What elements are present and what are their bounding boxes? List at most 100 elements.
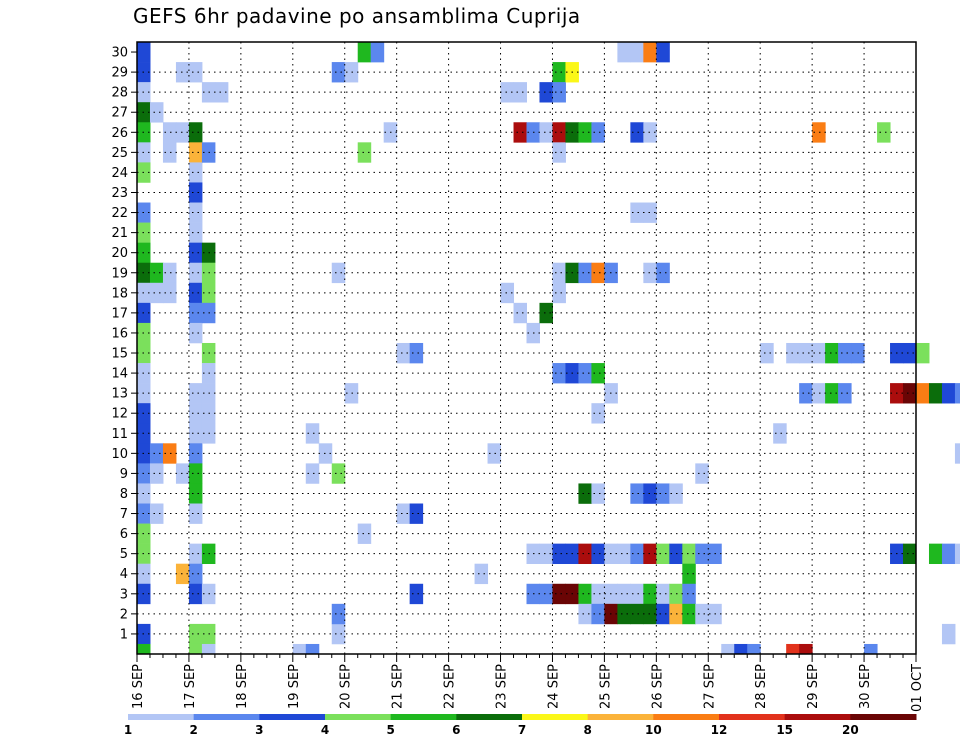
heatmap-cell [149, 443, 164, 464]
heatmap-cell [409, 503, 424, 524]
heatmap-cell [188, 182, 203, 203]
legend-swatch [259, 714, 326, 720]
heatmap-cell [877, 122, 891, 143]
heatmap-cell [513, 82, 527, 103]
y-tick-label: 5 [120, 547, 128, 562]
heatmap-cell [149, 282, 164, 304]
heatmap-cell [552, 122, 566, 143]
heatmap-cell [941, 543, 956, 565]
heatmap-cell [591, 603, 605, 625]
heatmap-cell [682, 583, 696, 605]
heatmap-cell [643, 202, 657, 223]
legend-label: 5 [386, 723, 394, 737]
heatmap-cell [331, 62, 346, 83]
heatmap-cell [552, 543, 566, 565]
heatmap-cell [812, 122, 826, 143]
legend-label: 7 [518, 723, 526, 737]
heatmap-cell [630, 583, 644, 605]
heatmap-cell [188, 543, 203, 565]
y-tick-label: 14 [111, 367, 128, 382]
heatmap-cell [591, 403, 605, 424]
heatmap-cell [578, 262, 592, 284]
y-tick-label: 23 [111, 186, 128, 201]
legend-label: 8 [583, 723, 591, 737]
legend-swatch [719, 714, 786, 720]
heatmap-cell [928, 543, 943, 565]
heatmap-cell [799, 383, 813, 404]
heatmap-cell [916, 342, 930, 364]
heatmap-cell [630, 122, 644, 143]
heatmap-cell [617, 603, 631, 625]
heatmap-cell [617, 583, 631, 605]
legend-label: 4 [321, 723, 329, 737]
heatmap-cell [591, 543, 605, 565]
heatmap-cell [656, 603, 670, 625]
x-tick-label: 18 SEP [235, 664, 250, 709]
heatmap-cell [305, 643, 320, 655]
heatmap-cell [682, 603, 696, 625]
y-tick-label: 22 [111, 206, 128, 221]
heatmap-cell [409, 583, 424, 605]
legend-label: 10 [645, 723, 662, 737]
heatmap-cell [916, 383, 930, 404]
chart-title: GEFS 6hr padavine po ansamblima Cuprija [133, 4, 581, 28]
legend-label: 6 [452, 723, 460, 737]
legend-swatch [456, 714, 523, 720]
x-tick-label: 29 SEP [806, 664, 821, 709]
legend-swatch [850, 714, 917, 720]
x-axis: 16 SEP 17 SEP 18 SEP 19 SEP 20 SEP 21 SEP 22 S… [131, 654, 925, 712]
heatmap-cell [318, 443, 333, 464]
heatmap-cell [799, 643, 813, 655]
heatmap-cell [812, 383, 826, 404]
y-tick-label: 27 [111, 106, 128, 121]
legend-swatch [587, 714, 654, 720]
heatmap-cell [188, 583, 203, 605]
y-tick-label: 9 [120, 467, 128, 482]
heatmap-cell [552, 282, 566, 304]
x-tick-label: 28 SEP [754, 664, 769, 709]
heatmap-cell [137, 42, 151, 63]
heatmap-cell [344, 383, 359, 404]
y-tick-label: 7 [120, 507, 128, 522]
x-tick-label: 23 SEP [495, 664, 510, 709]
heatmap-cell [643, 262, 657, 284]
y-tick-label: 30 [111, 46, 128, 61]
heatmap-cell [188, 403, 203, 424]
heatmap-cell [162, 282, 177, 304]
color-legend: 1 2 3 4 5 6 7 8 10 12 15 20 [124, 714, 917, 737]
heatmap-cell [630, 483, 644, 504]
heatmap-cell [954, 383, 960, 404]
y-tick-label: 28 [111, 86, 128, 101]
heatmap-cell [734, 643, 748, 655]
y-tick-label: 20 [111, 246, 128, 261]
legend-label: 3 [255, 723, 263, 737]
heatmap-cell [188, 142, 203, 163]
heatmap-cell [188, 162, 203, 183]
heatmap-cell [773, 423, 787, 444]
y-axis: 1234567891011121314151617181920212223242… [111, 46, 137, 642]
x-tick-label: 21 SEP [391, 664, 406, 709]
heatmap-cell [188, 262, 203, 284]
heatmap-cell [552, 62, 566, 83]
heatmap-cell [578, 583, 592, 605]
heatmap-cell [838, 383, 852, 404]
heatmap-cell [162, 443, 177, 464]
heatmap-cell [591, 122, 605, 143]
y-tick-label: 17 [111, 306, 128, 321]
heatmap-cell [513, 122, 527, 143]
heatmap-cell [188, 503, 203, 524]
heatmap-cell [578, 603, 592, 625]
y-tick-label: 4 [120, 567, 128, 582]
legend-swatch [653, 714, 720, 720]
y-tick-label: 29 [111, 66, 128, 81]
heatmap-cell [695, 463, 709, 484]
heatmap-cell [903, 342, 917, 364]
y-tick-label: 19 [111, 266, 128, 281]
x-tick-label: 24 SEP [546, 664, 561, 709]
heatmap-cell [137, 643, 151, 655]
heatmap-cell [188, 623, 203, 645]
heatmap-cell [344, 62, 359, 83]
x-tick-label: 26 SEP [650, 664, 665, 709]
legend-swatch [784, 714, 851, 720]
